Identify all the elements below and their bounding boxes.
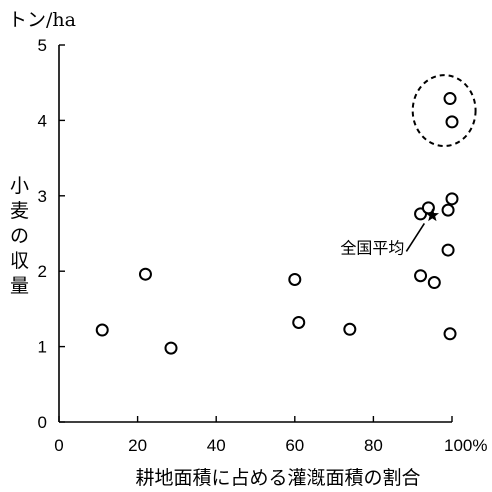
data-point <box>164 341 178 355</box>
y-tick-label: 2 <box>38 262 47 281</box>
average-leader-line <box>405 222 426 252</box>
data-points <box>95 74 477 355</box>
y-axis-label-char: の <box>10 225 29 247</box>
data-point <box>414 269 428 283</box>
data-point <box>443 92 457 106</box>
y-tick-label: 4 <box>38 111 47 130</box>
y-axis-label-char: 麦 <box>10 200 29 222</box>
x-tick-label: 20 <box>128 436 147 455</box>
x-tick-label: 40 <box>207 436 226 455</box>
y-axis-label-char: 量 <box>10 275 29 297</box>
highlight-ellipse <box>411 74 477 148</box>
ticks: 0 1 2 3 4 5 0 20 40 60 80 100% <box>38 36 488 455</box>
x-tick-label: 60 <box>285 436 304 455</box>
data-point <box>441 243 455 257</box>
national-average-label: 全国平均 <box>340 238 404 257</box>
average-star-marker <box>425 208 439 222</box>
x-axis-label: 耕地面積に占める灌漑面積の割合 <box>135 467 420 489</box>
national-average-annotation: 全国平均 <box>340 208 439 257</box>
data-point <box>427 276 441 290</box>
data-point <box>343 322 357 336</box>
y-tick-label: 5 <box>38 36 47 55</box>
y-axis-label-char: 収 <box>10 250 29 272</box>
data-point <box>288 272 302 286</box>
data-point <box>95 323 109 337</box>
y-axis-label: 小麦の収量 <box>10 175 29 297</box>
x-tick-label: 0 <box>54 436 63 455</box>
y-unit-label: トン/ha <box>8 9 76 31</box>
data-point <box>445 192 459 206</box>
data-point <box>443 327 457 341</box>
x-tick-label: 100% <box>444 436 487 455</box>
y-tick-label: 3 <box>38 187 47 206</box>
data-point <box>138 267 152 281</box>
x-tick-label: 80 <box>364 436 383 455</box>
y-axis-label-char: 小 <box>10 175 29 197</box>
data-point <box>441 203 455 217</box>
axes <box>58 45 452 423</box>
data-point <box>292 315 306 329</box>
y-tick-label: 0 <box>38 413 47 432</box>
y-tick-label: 1 <box>38 338 47 357</box>
data-point <box>445 115 459 129</box>
